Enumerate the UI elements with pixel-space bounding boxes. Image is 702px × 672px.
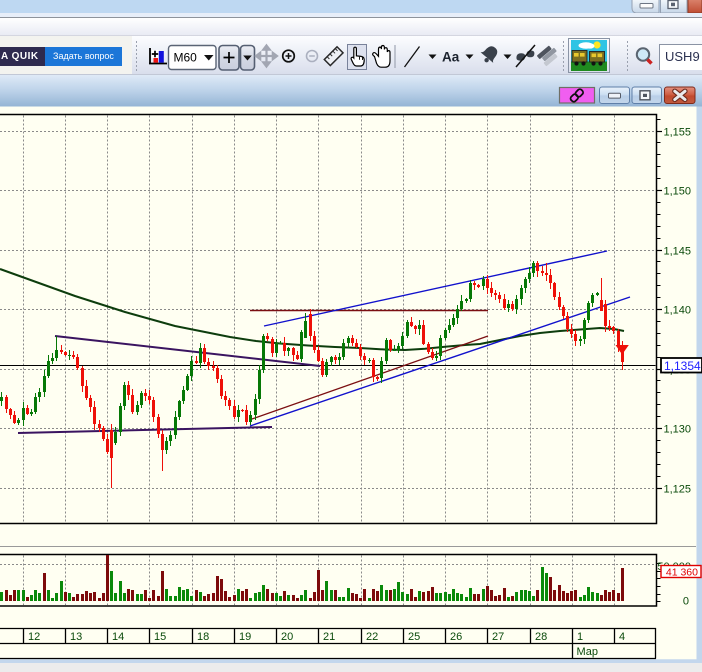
svg-text:27: 27 (492, 631, 504, 643)
svg-text:1,150: 1,150 (663, 186, 691, 198)
svg-text:1,140: 1,140 (663, 305, 691, 317)
svg-text:1: 1 (577, 631, 583, 643)
svg-text:M60: M60 (174, 51, 198, 65)
svg-text:22: 22 (366, 631, 378, 643)
svg-text:12: 12 (28, 631, 40, 643)
svg-text:1,145: 1,145 (663, 246, 691, 258)
svg-text:20: 20 (281, 631, 293, 643)
svg-text:14: 14 (112, 631, 124, 643)
svg-text:0: 0 (683, 596, 689, 608)
svg-text:Aa: Aa (442, 50, 460, 65)
svg-text:25: 25 (408, 631, 420, 643)
svg-text:18: 18 (197, 631, 209, 643)
svg-text:1,125: 1,125 (663, 484, 691, 496)
svg-text:41 360: 41 360 (666, 566, 698, 578)
svg-text:1,1354: 1,1354 (664, 359, 701, 373)
svg-text:28: 28 (535, 631, 547, 643)
svg-text:4: 4 (619, 631, 625, 643)
svg-text:1,130: 1,130 (663, 424, 691, 436)
svg-text:19: 19 (239, 631, 251, 643)
svg-text:13: 13 (70, 631, 82, 643)
svg-text:Мар: Мар (577, 646, 599, 658)
svg-text:1,155: 1,155 (663, 127, 691, 139)
svg-text:15: 15 (154, 631, 166, 643)
svg-text:21: 21 (323, 631, 335, 643)
svg-text:26: 26 (450, 631, 462, 643)
